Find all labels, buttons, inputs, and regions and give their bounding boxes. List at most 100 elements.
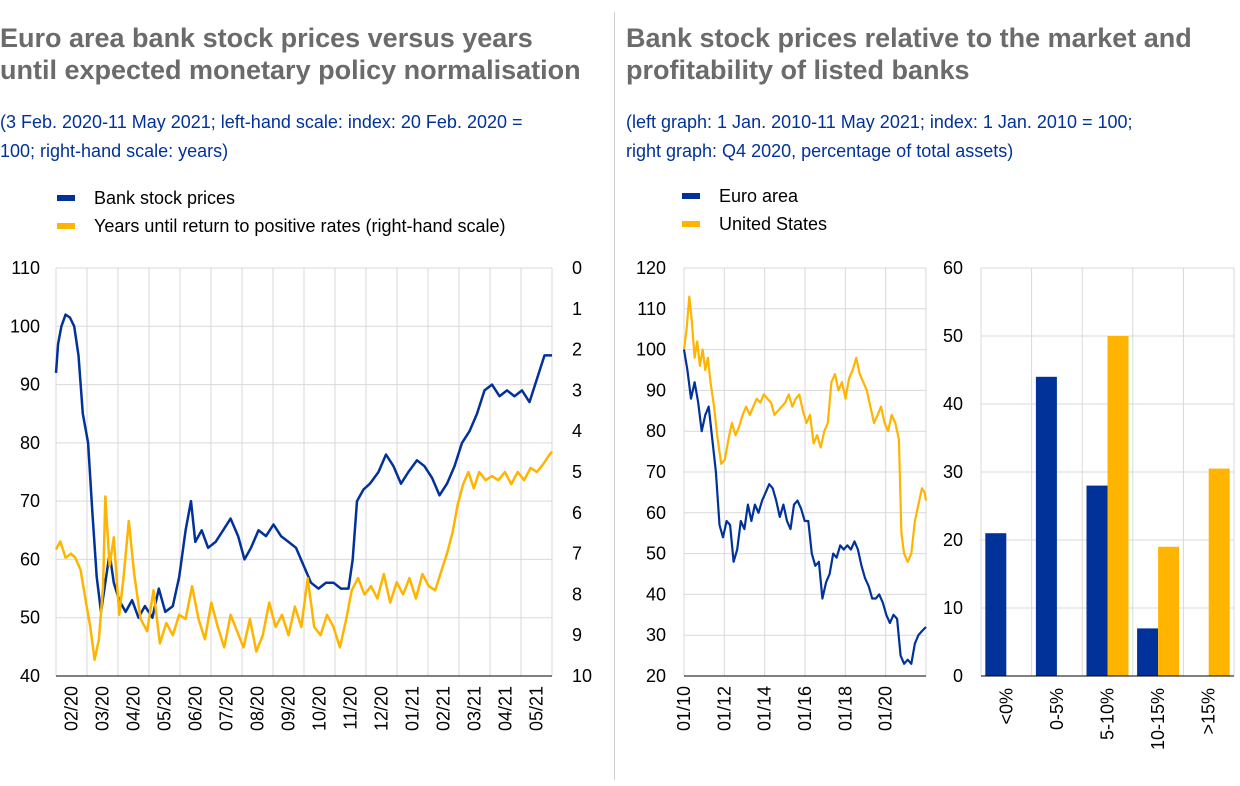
legend-swatch-years-until-positive (57, 223, 75, 229)
mid-y-tick-label: 70 (646, 462, 666, 482)
mid-y-tick-label: 60 (646, 503, 666, 523)
right-subtitle-line2: right graph: Q4 2020, percentage of tota… (626, 141, 1014, 161)
left-x-tick-label: 07/20 (217, 686, 237, 731)
left-y-tick-label: 70 (20, 491, 40, 511)
left-y-tick-label: 100 (10, 316, 40, 336)
left-x-tick-label: 04/21 (496, 686, 516, 731)
mid-y-tick-label: 30 (646, 625, 666, 645)
mid-y-tick-label: 100 (636, 340, 666, 360)
left-x-tick-label: 02/21 (434, 686, 454, 731)
bar-united-states (1208, 468, 1230, 676)
right-y-tick-label: 0 (572, 258, 582, 278)
left-x-tick-label: 11/20 (341, 686, 361, 730)
left-x-tick-label: 12/20 (372, 686, 392, 731)
right-y-tick-label: 5 (572, 462, 582, 482)
bar-y-tick-label: 0 (953, 666, 963, 686)
right-y-tick-label: 3 (572, 380, 582, 400)
right-subtitle-line1: (left graph: 1 Jan. 2010-11 May 2021; in… (626, 112, 1133, 132)
left-legend: Bank stock prices Years until return to … (57, 184, 506, 240)
bar-euro-area (1035, 376, 1057, 676)
left-line-chart: 40 50 60 70 80 90 100 110 0 1 2 3 4 5 6 7 8 9 10 02/20 03/20… (10, 258, 592, 731)
bar-y-tick-label: 50 (943, 326, 963, 346)
mid-y-tick-label: 20 (646, 666, 666, 686)
bar-united-states (1107, 336, 1129, 676)
right-y-tick-label: 9 (572, 625, 582, 645)
bar-euro-area (1086, 485, 1108, 676)
mid-y-tick-label: 110 (637, 299, 666, 319)
mid-y-tick-label: 90 (646, 380, 666, 400)
panel-divider (614, 12, 615, 780)
right-y-tick-label: 1 (572, 299, 582, 319)
left-y-tick-label: 60 (20, 549, 40, 569)
mid-y-tick-label: 120 (636, 258, 666, 278)
right-panel: Bank stock prices relative to the market… (614, 0, 1240, 786)
left-x-tick-label: 04/20 (124, 686, 144, 731)
series-line-united-states (682, 295, 928, 563)
bar-y-tick-label: 20 (943, 530, 963, 550)
right-y-tick-label: 4 (572, 421, 582, 441)
left-chart-title: Euro area bank stock prices versus years… (0, 22, 581, 86)
right-chart-subtitle: (left graph: 1 Jan. 2010-11 May 2021; in… (626, 108, 1133, 166)
left-y-tick-label: 50 (20, 608, 40, 628)
bar-united-states (1158, 546, 1180, 676)
mid-x-tick-label: 01/12 (714, 686, 734, 731)
left-subtitle-line1: (3 Feb. 2020-11 May 2021; left-hand scal… (0, 112, 523, 132)
right-y-tick-label: 8 (572, 584, 582, 604)
left-x-tick-label: 03/21 (465, 686, 485, 731)
left-x-tick-label: 05/21 (527, 686, 547, 731)
left-y-tick-label: 110 (11, 258, 40, 278)
legend-label-bank-stock-prices: Bank stock prices (94, 187, 236, 208)
mid-x-tick-label: 01/14 (755, 686, 775, 731)
left-y-tick-label: 40 (20, 666, 40, 686)
mid-x-tick-label: 01/18 (835, 686, 855, 731)
bar-y-tick-label: 10 (943, 598, 963, 618)
bar-y-tick-label: 30 (943, 462, 963, 482)
left-x-tick-label: 03/20 (93, 686, 113, 731)
series-line-euro-area (682, 349, 927, 665)
left-x-tick-label: 10/20 (310, 686, 330, 731)
right-y-tick-label: 6 (572, 503, 582, 523)
right-title-line2: profitability of listed banks (626, 55, 970, 85)
legend-item-united-states: United States (682, 210, 827, 238)
series-line-years-until-positive (54, 450, 553, 661)
legend-item-years-until-positive: Years until return to positive rates (ri… (57, 212, 506, 240)
bar-y-tick-label: 40 (943, 394, 963, 414)
left-title-line1: Euro area bank stock prices versus years (0, 23, 533, 53)
legend-swatch-united-states (682, 221, 700, 227)
legend-item-euro-area: Euro area (682, 182, 827, 210)
mid-x-tick-label: 01/20 (876, 686, 896, 731)
right-y-tick-label: 2 (572, 340, 582, 360)
legend-swatch-bank-stock-prices (57, 195, 75, 201)
legend-swatch-euro-area (682, 193, 700, 199)
left-x-tick-label: 05/20 (155, 686, 175, 731)
left-x-tick-label: 09/20 (279, 686, 299, 731)
left-x-tick-label: 01/21 (403, 686, 423, 731)
left-panel: Euro area bank stock prices versus years… (0, 0, 614, 786)
mid-y-tick-label: 80 (646, 421, 666, 441)
left-chart-subtitle: (3 Feb. 2020-11 May 2021; left-hand scal… (0, 108, 523, 166)
bar-euro-area (1137, 628, 1159, 676)
series-line-bank-stock-prices (54, 313, 552, 619)
legend-item-bank-stock-prices: Bank stock prices (57, 184, 506, 212)
right-chart-title: Bank stock prices relative to the market… (626, 22, 1192, 86)
left-title-line2: until expected monetary policy normalisa… (0, 55, 581, 85)
profitability-bar-chart: 0 10 20 30 40 50 60 <0% 0-5% 5-10% 10-15% >15% (943, 258, 1235, 750)
left-x-tick-label: 08/20 (248, 686, 268, 731)
legend-label-united-states: United States (719, 213, 828, 234)
bar-x-category-label: >15% (1199, 688, 1219, 735)
mid-y-tick-label: 50 (646, 544, 666, 564)
left-x-tick-label: 06/20 (186, 686, 206, 731)
bar-euro-area (985, 533, 1007, 676)
bar-x-category-label: 0-5% (1047, 688, 1067, 730)
bar-x-category-label: 10-15% (1148, 688, 1168, 750)
legend-label-euro-area: Euro area (719, 185, 799, 206)
mid-y-tick-label: 40 (646, 584, 666, 604)
bar-y-tick-label: 60 (943, 258, 963, 278)
left-y-tick-label: 90 (20, 375, 40, 395)
mid-x-tick-label: 01/10 (674, 686, 694, 731)
left-y-tick-label: 80 (20, 433, 40, 453)
bar-x-category-label: <0% (996, 688, 1016, 725)
left-x-tick-label: 02/20 (62, 686, 82, 731)
right-y-tick-label: 7 (572, 544, 582, 564)
bar-x-category-label: 5-10% (1098, 688, 1118, 740)
